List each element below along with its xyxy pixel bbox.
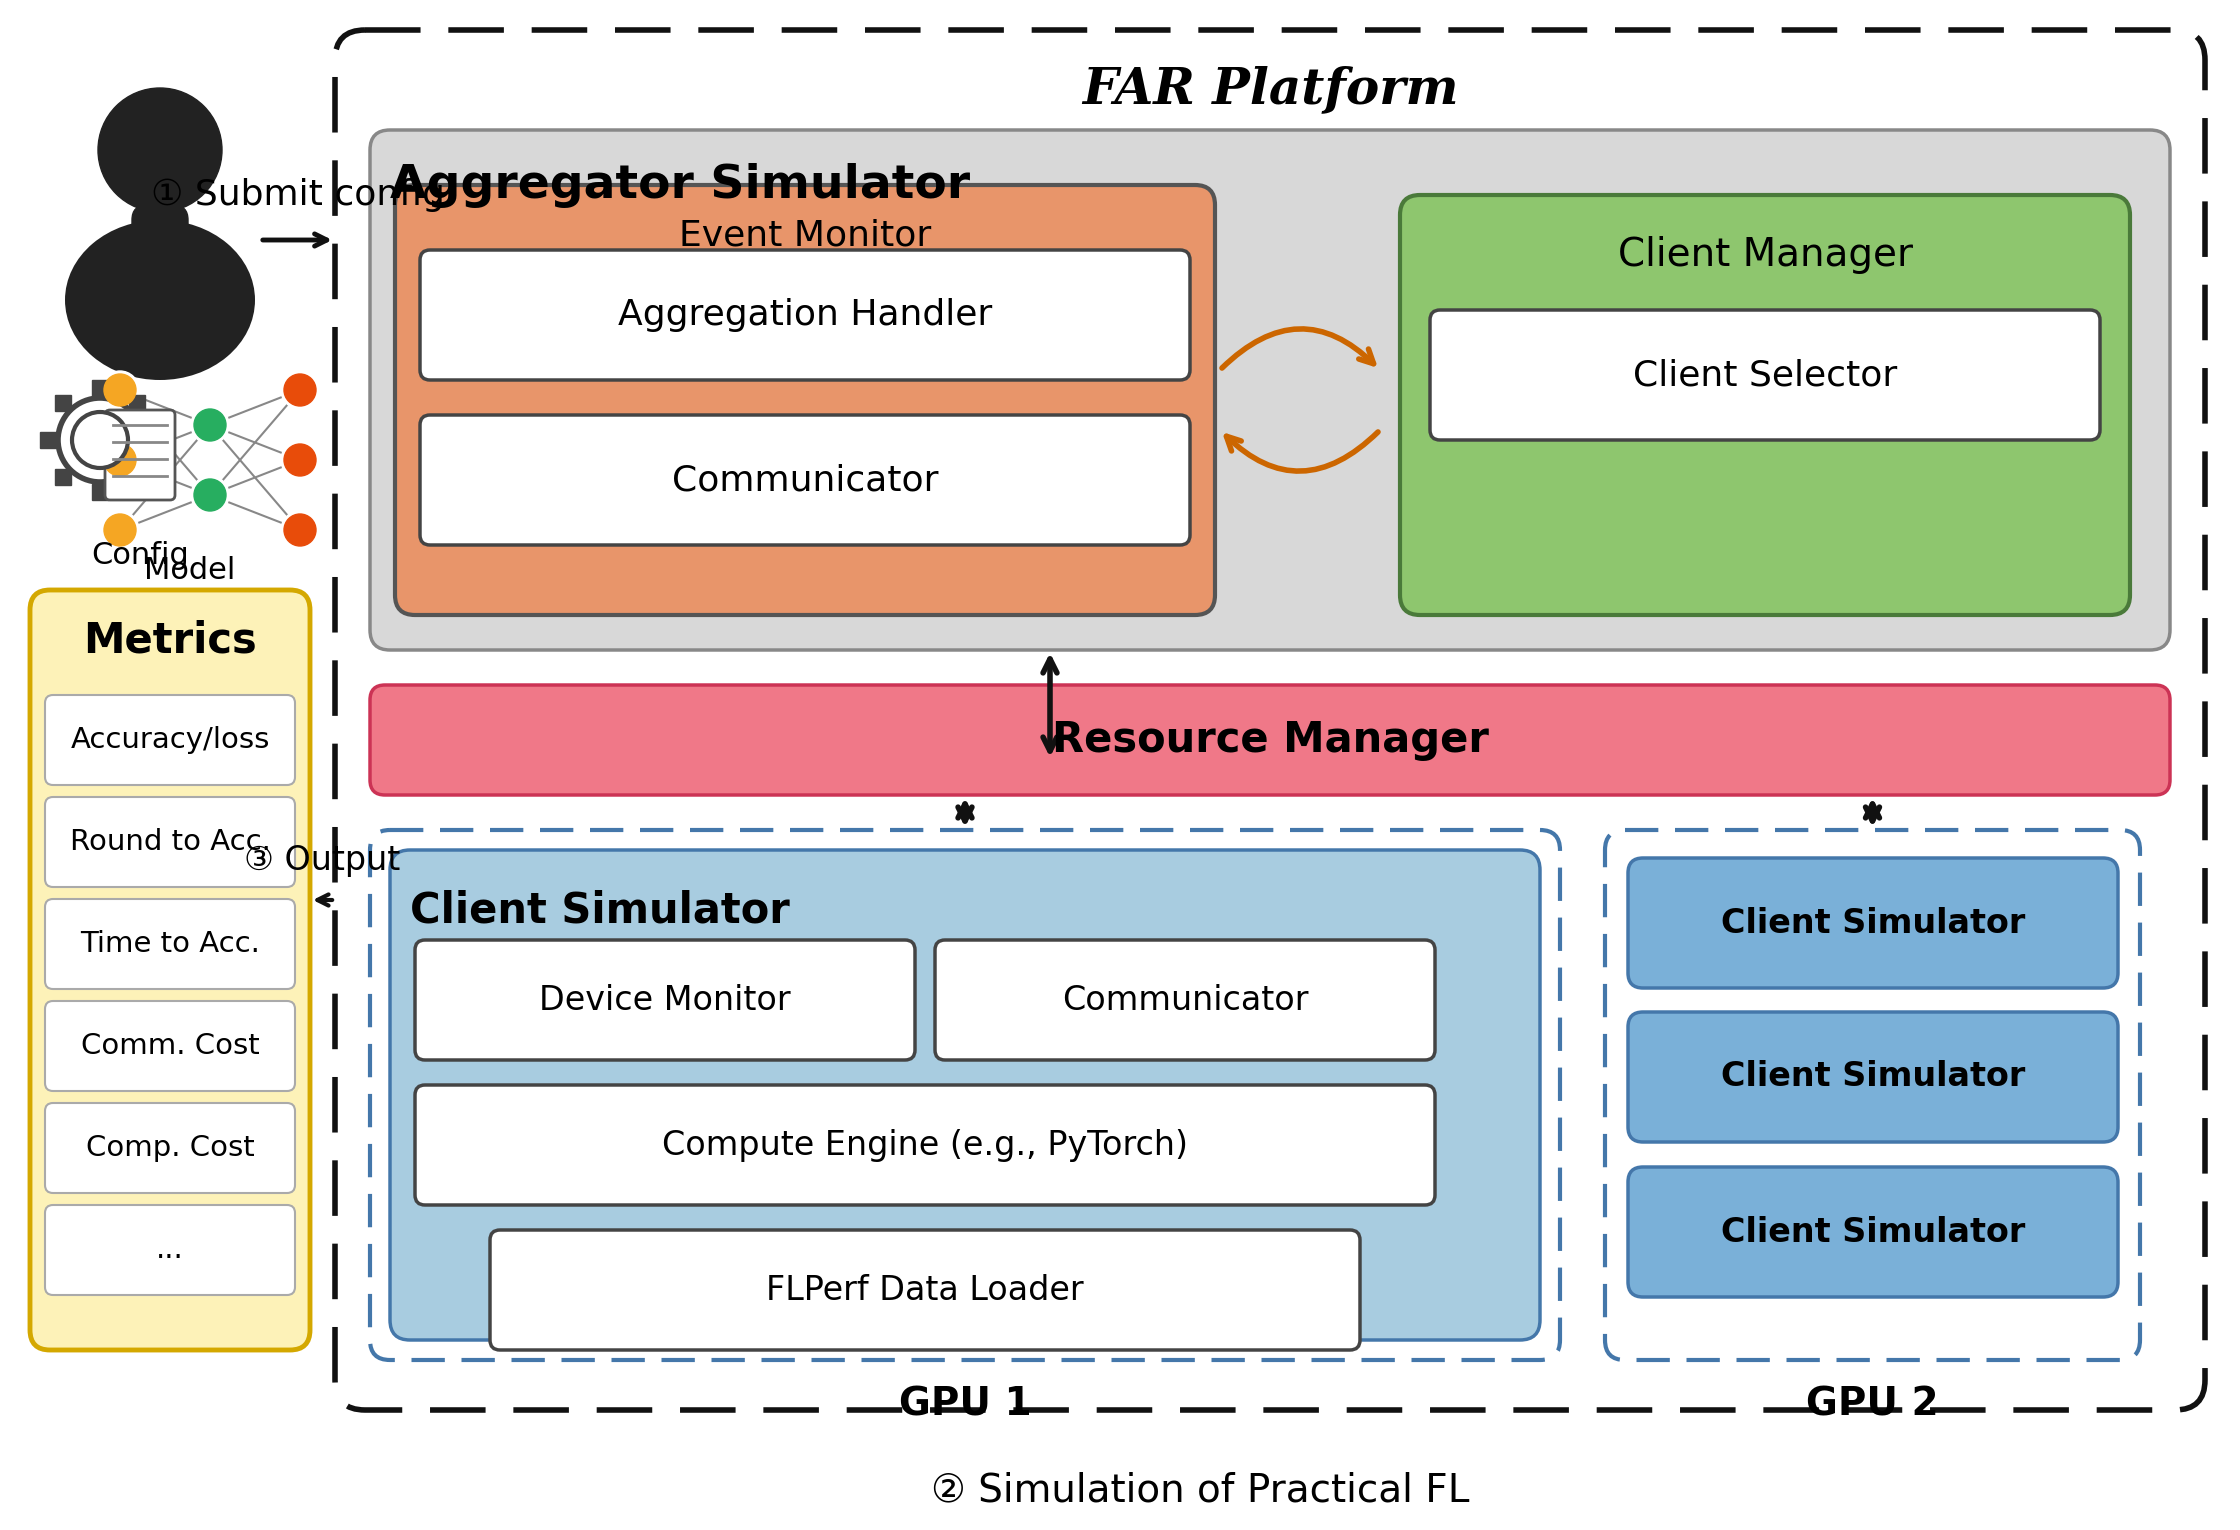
Circle shape xyxy=(190,405,228,444)
FancyBboxPatch shape xyxy=(45,695,296,785)
Circle shape xyxy=(280,370,318,409)
Text: ...: ... xyxy=(157,1236,184,1264)
Text: Metrics: Metrics xyxy=(83,620,258,661)
Text: Client Manager: Client Manager xyxy=(1617,236,1913,274)
Text: ③ Output: ③ Output xyxy=(244,843,401,877)
Text: Client Simulator: Client Simulator xyxy=(1720,906,2025,939)
Bar xyxy=(40,431,56,448)
Circle shape xyxy=(101,511,139,549)
FancyBboxPatch shape xyxy=(1628,1167,2119,1297)
Text: FLPerf Data Loader: FLPerf Data Loader xyxy=(766,1273,1084,1307)
Text: Client Simulator: Client Simulator xyxy=(410,889,791,930)
Text: Accuracy/loss: Accuracy/loss xyxy=(69,727,269,754)
Circle shape xyxy=(195,479,226,511)
Circle shape xyxy=(72,412,128,468)
Text: Client Simulator: Client Simulator xyxy=(1720,1215,2025,1248)
Circle shape xyxy=(103,373,137,405)
Circle shape xyxy=(99,89,222,213)
Circle shape xyxy=(284,373,316,405)
FancyBboxPatch shape xyxy=(45,1001,296,1091)
FancyBboxPatch shape xyxy=(370,130,2171,650)
Text: Config: Config xyxy=(92,540,188,569)
Text: Round to Acc.: Round to Acc. xyxy=(69,828,271,855)
FancyBboxPatch shape xyxy=(370,829,1559,1360)
FancyBboxPatch shape xyxy=(336,31,2204,1411)
Text: Client Simulator: Client Simulator xyxy=(1720,1060,2025,1094)
Bar xyxy=(128,395,146,412)
FancyBboxPatch shape xyxy=(132,205,188,304)
FancyBboxPatch shape xyxy=(45,1103,296,1193)
Text: FAR Platform: FAR Platform xyxy=(1082,66,1458,115)
Text: Model: Model xyxy=(143,555,235,584)
Bar xyxy=(56,395,72,412)
Text: GPU 2: GPU 2 xyxy=(1805,1386,1940,1424)
Text: Comp. Cost: Comp. Cost xyxy=(85,1134,255,1161)
Circle shape xyxy=(195,409,226,441)
Text: Aggregation Handler: Aggregation Handler xyxy=(618,298,992,332)
Circle shape xyxy=(280,441,318,479)
FancyBboxPatch shape xyxy=(29,591,309,1349)
Bar xyxy=(92,379,108,396)
FancyBboxPatch shape xyxy=(1429,311,2101,441)
FancyBboxPatch shape xyxy=(421,415,1189,545)
FancyBboxPatch shape xyxy=(1400,194,2130,615)
FancyBboxPatch shape xyxy=(45,900,296,988)
Text: GPU 1: GPU 1 xyxy=(898,1386,1030,1424)
Circle shape xyxy=(101,441,139,479)
Text: Communicator: Communicator xyxy=(1062,984,1308,1016)
FancyBboxPatch shape xyxy=(370,685,2171,796)
Text: Resource Manager: Resource Manager xyxy=(1051,719,1487,760)
Circle shape xyxy=(280,511,318,549)
FancyBboxPatch shape xyxy=(421,249,1189,379)
FancyBboxPatch shape xyxy=(45,797,296,887)
FancyBboxPatch shape xyxy=(105,410,175,500)
FancyBboxPatch shape xyxy=(1628,858,2119,988)
Circle shape xyxy=(101,370,139,409)
Ellipse shape xyxy=(65,220,255,379)
Text: Comm. Cost: Comm. Cost xyxy=(81,1033,260,1060)
Text: Aggregator Simulator: Aggregator Simulator xyxy=(390,162,970,208)
Text: Client Selector: Client Selector xyxy=(1633,358,1897,392)
FancyBboxPatch shape xyxy=(45,1206,296,1294)
Circle shape xyxy=(190,476,228,514)
Bar xyxy=(92,483,108,500)
Text: ① Submit config: ① Submit config xyxy=(150,177,444,213)
Text: Time to Acc.: Time to Acc. xyxy=(81,930,260,958)
FancyBboxPatch shape xyxy=(414,1085,1436,1206)
Text: Compute Engine (e.g., PyTorch): Compute Engine (e.g., PyTorch) xyxy=(663,1129,1187,1161)
FancyBboxPatch shape xyxy=(934,939,1436,1060)
Circle shape xyxy=(103,514,137,546)
FancyBboxPatch shape xyxy=(1628,1011,2119,1141)
FancyBboxPatch shape xyxy=(394,185,1214,615)
Text: Event Monitor: Event Monitor xyxy=(679,217,932,252)
FancyBboxPatch shape xyxy=(491,1230,1360,1349)
FancyBboxPatch shape xyxy=(1606,829,2139,1360)
Text: ② Simulation of Practical FL: ② Simulation of Practical FL xyxy=(932,1470,1469,1509)
FancyBboxPatch shape xyxy=(390,851,1541,1340)
Bar xyxy=(56,468,72,485)
Bar xyxy=(128,468,146,485)
Bar xyxy=(143,431,159,448)
Text: Communicator: Communicator xyxy=(672,464,939,497)
Circle shape xyxy=(103,444,137,476)
Text: Device Monitor: Device Monitor xyxy=(540,984,791,1016)
FancyBboxPatch shape xyxy=(414,939,914,1060)
Circle shape xyxy=(284,444,316,476)
Circle shape xyxy=(284,514,316,546)
